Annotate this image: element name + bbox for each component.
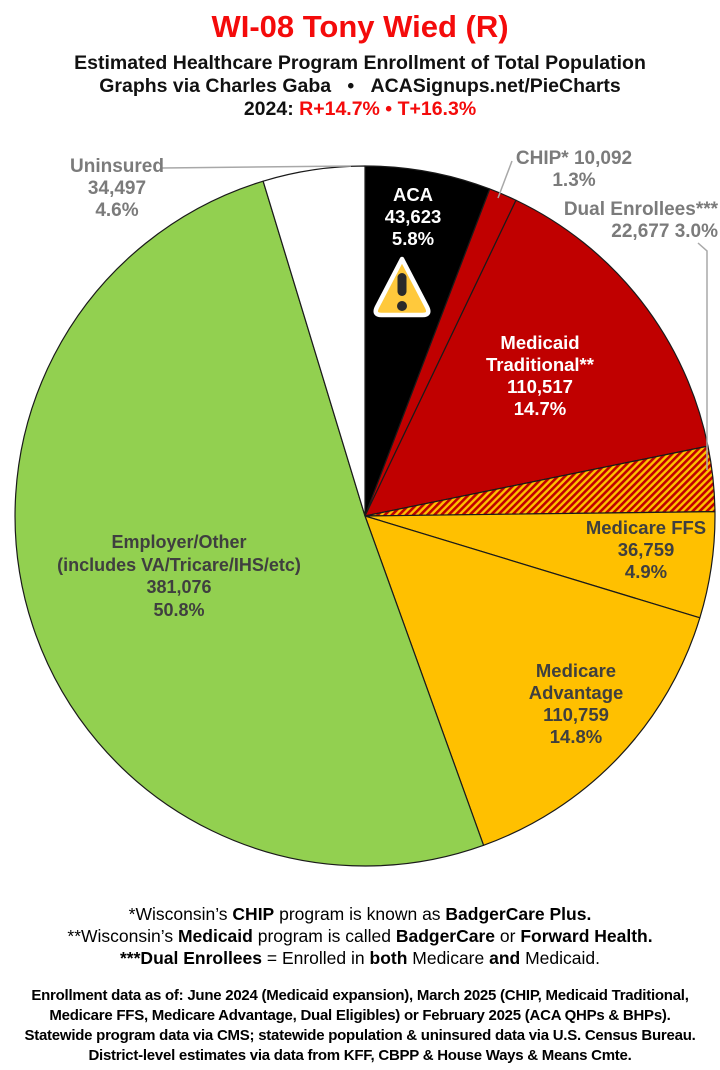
margin-separator: •: [379, 98, 398, 120]
leader-line-uninsured: [161, 165, 352, 169]
footnotes: *Wisconsin’s CHIP program is known as Ba…: [0, 903, 720, 969]
label-medicaid-traditional: Medicaid Traditional** 110,517 14.7%: [486, 332, 594, 419]
label-employer-other: Employer/Other (includes VA/Tricare/IHS/…: [57, 532, 301, 620]
leader-line-chip: [497, 160, 513, 199]
footnote-chip: *Wisconsin’s CHIP program is known as Ba…: [128, 904, 592, 924]
pie-slice-uninsured: [262, 165, 366, 517]
footnote-medicaid: **Wisconsin’s Medicaid program is called…: [67, 926, 653, 946]
election-margin-line: 2024: R+14.7% • T+16.3%: [0, 98, 720, 121]
r-margin: R+14.7%: [299, 98, 380, 120]
pie-slice-aca: [364, 165, 491, 517]
label-medicare-advantage: Medicare Advantage 110,759 14.8%: [528, 660, 624, 747]
label-uninsured: Uninsured 34,497 4.6%: [70, 156, 164, 221]
label-medicare-ffs: Medicare FFS 36,759 4.9%: [585, 517, 707, 582]
pie-slice-medicaid-traditional: [364, 199, 709, 517]
header: WI-08 Tony Wied (R) Estimated Healthcare…: [0, 0, 720, 121]
subtitle-credit: Graphs via Charles Gaba • ACASignups.net…: [99, 75, 621, 97]
source-block: Enrollment data as of: June 2024 (Medica…: [24, 987, 696, 1064]
pie-slice-medicare-advantage: [364, 515, 701, 846]
year-prefix: 2024:: [243, 98, 300, 120]
footnote-dual: ***Dual Enrollees = Enrolled in both Med…: [120, 948, 600, 968]
pie-slices: [14, 165, 716, 867]
warning-icon: [373, 256, 431, 318]
pie-slice-employer-other: [14, 180, 485, 867]
t-margin: T+16.3%: [397, 98, 477, 120]
page-title: WI-08 Tony Wied (R): [211, 9, 509, 44]
subtitle-enrollment: Estimated Healthcare Program Enrollment …: [74, 52, 646, 74]
leader-line-dual-enrollees: [697, 242, 708, 470]
label-aca: ACA 43,623 5.8%: [384, 184, 442, 249]
label-chip: CHIP* 10,092 1.3%: [515, 148, 633, 191]
label-dual-enrollees: Dual Enrollees*** 22,677 3.0%: [563, 199, 718, 242]
